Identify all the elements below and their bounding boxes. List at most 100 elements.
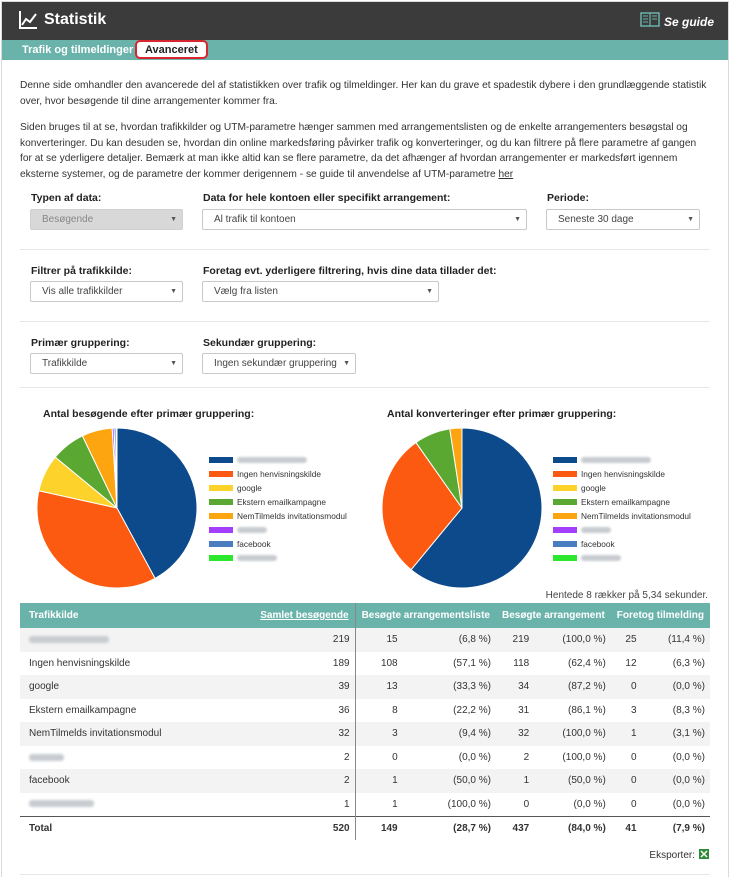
cell-visited-event: 31 [518, 704, 530, 716]
cell-visited-list-pct: (57,1 %) [453, 657, 491, 669]
legend-swatch [209, 527, 233, 533]
cell-visited-list: 108 [380, 657, 398, 669]
cell-visited-event: 32 [495, 722, 535, 746]
legend-label: facebook [581, 539, 615, 549]
divider [20, 874, 710, 875]
line-chart-icon [18, 10, 38, 35]
cell-visited-event-pct: (84,0 %) [534, 815, 611, 840]
secondary-grouping-value: Ingen sekundær gruppering [214, 358, 337, 369]
cell-visited-list: 3 [355, 722, 403, 746]
cell-visited-event-pct: (62,4 %) [567, 657, 606, 669]
cell-total-visitors: 219 [195, 628, 356, 652]
page-title: Statistik [44, 11, 107, 28]
cell-visited-list: 149 [355, 815, 403, 840]
guide-link[interactable]: Se guide [640, 12, 714, 31]
legend-swatch [553, 457, 577, 463]
visitors-pie-chart [36, 427, 198, 589]
cell-signup: 0 [630, 751, 637, 763]
utm-guide-link[interactable]: her [498, 168, 514, 180]
col-total-visitors[interactable]: Samlet besøgende [195, 603, 356, 628]
cell-traffic-source: Ingen henvisningskilde [29, 657, 131, 669]
legend-item: facebook [209, 537, 347, 551]
primary-grouping-select[interactable]: Trafikkilde ▼ [30, 353, 183, 374]
cell-signup-pct: (6,3 %) [672, 657, 705, 669]
cell-visited-event: 1 [495, 769, 535, 793]
cell-visited-event-pct: (86,1 %) [567, 704, 606, 716]
cell-visited-list-pct: (9,4 %) [402, 722, 496, 746]
traffic-source-select[interactable]: Vis alle trafikkilder ▼ [30, 281, 183, 302]
legend-item: NemTilmelds invitationsmodul [209, 509, 347, 523]
cell-traffic-source [20, 793, 195, 817]
table-row: NemTilmelds invitationsmodul 32 3 (9,4 %) 32… [20, 722, 710, 746]
cell-total-visitors: 39 [195, 675, 356, 699]
chevron-down-icon: ▼ [170, 216, 177, 223]
export-button[interactable]: Eksporter: [649, 848, 710, 863]
legend-swatch [209, 485, 233, 491]
legend-label: NemTilmelds invitationsmodul [237, 511, 347, 521]
cell-visited-event: 118 [513, 657, 530, 669]
legend-label: Ekstern emailkampagne [237, 497, 327, 507]
legend-item: NemTilmelds invitationsmodul [553, 509, 691, 523]
cell-visited-list-pct: (22,2 %) [453, 704, 491, 716]
legend-item: Ingen henvisningskilde [553, 467, 691, 481]
legend-label: Ekstern emailkampagne [581, 497, 671, 507]
legend-swatch [209, 499, 233, 505]
col-signup: Foretog tilmelding [610, 603, 710, 628]
chevron-down-icon: ▼ [343, 360, 350, 367]
chevron-down-icon: ▼ [170, 288, 177, 295]
cell-visited-list: 13 [355, 675, 403, 699]
legend-swatch [209, 541, 233, 547]
cell-signup-pct: (0,0 %) [672, 751, 705, 763]
legend-item: facebook [553, 537, 691, 551]
pie-slice [381, 441, 463, 571]
legend-swatch [209, 471, 233, 477]
conversions-pie-chart [381, 427, 543, 589]
cell-visited-list: 8 [392, 704, 398, 716]
cell-traffic-source [20, 628, 196, 652]
tab-advanced[interactable]: Avanceret [135, 40, 208, 59]
data-type-value: Besøgende [42, 214, 94, 225]
cell-total-visitors: 32 [195, 722, 356, 746]
book-icon [640, 12, 660, 31]
period-select[interactable]: Seneste 30 dage ▼ [546, 209, 700, 230]
tab-traffic[interactable]: Trafik og tilmeldinger [22, 44, 134, 56]
divider [20, 387, 710, 388]
secondary-grouping-label: Sekundær gruppering: [203, 337, 317, 349]
traffic-source-value: Vis alle trafikkilder [42, 286, 123, 297]
legend-item [209, 551, 347, 565]
col-visited-event: Besøgte arrangement [495, 603, 611, 628]
col-visited-list: Besøgte arrangementsliste [355, 603, 496, 628]
cell-traffic-source: google [20, 675, 196, 699]
secondary-grouping-select[interactable]: Ingen sekundær gruppering ▼ [202, 353, 356, 374]
scope-select[interactable]: Al trafik til kontoen ▼ [202, 209, 527, 230]
extra-filter-select[interactable]: Vælg fra listen ▼ [202, 281, 439, 302]
cell-signup-pct: (3,1 %) [641, 722, 710, 746]
pie-slice [449, 427, 463, 509]
redacted-label [581, 555, 621, 561]
fetched-status: Hentede 8 rækker på 5,34 sekunder. [545, 590, 708, 601]
chevron-down-icon: ▼ [170, 360, 177, 367]
pie-slice [410, 427, 543, 589]
cell-signup: 0 [610, 769, 642, 793]
redacted-label [237, 457, 307, 463]
traffic-source-label: Filtrer på trafikkilde: [31, 265, 132, 277]
cell-visited-event: 219 [495, 628, 535, 652]
legend-label: Ingen henvisningskilde [581, 469, 665, 479]
legend-swatch [553, 527, 577, 533]
data-type-select: Besøgende ▼ [30, 209, 183, 230]
conversions-legend: Ingen henvisningskilde google Ekstern emai… [553, 453, 691, 565]
table-header-row: Trafikkilde Samlet besøgende Besøgte arr… [20, 603, 710, 628]
chevron-down-icon: ▼ [687, 216, 694, 223]
export-label: Eksporter: [649, 850, 695, 861]
table-row: Ingen henvisningskilde 189 108 (57,1 %) 118 (… [20, 651, 710, 675]
legend-label: google [237, 483, 262, 493]
table-row: 219 15 (6,8 %) 219 (100,0 %) 25 (11,4 %) [20, 628, 710, 652]
legend-item [553, 523, 691, 537]
cell-traffic-source: facebook [20, 769, 196, 793]
visitors-legend: Ingen henvisningskilde google Ekstern emai… [209, 453, 347, 565]
table-row: 1 1 (100,0 %) 0 (0,0 %) 0 (0,0 %) [20, 792, 710, 817]
redacted-label [237, 555, 277, 561]
legend-label: NemTilmelds invitationsmodul [581, 511, 691, 521]
legend-swatch [209, 555, 233, 561]
